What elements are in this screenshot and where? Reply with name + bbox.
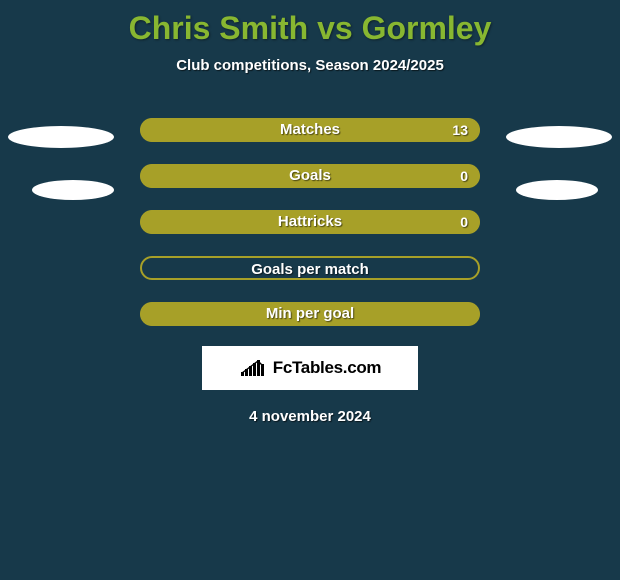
page-subtitle: Club competitions, Season 2024/2025 — [0, 57, 620, 74]
page-title: Chris Smith vs Gormley — [0, 0, 620, 47]
footer-date: 4 november 2024 — [0, 408, 620, 425]
stat-bar-label: Matches — [140, 118, 480, 142]
stat-bars: Matches13Goals0Hattricks0Goals per match… — [0, 118, 620, 326]
stat-bar-value: 13 — [452, 118, 468, 142]
stat-bar: Hattricks0 — [140, 210, 480, 234]
stat-bar-label: Goals — [140, 164, 480, 188]
decorative-ellipse — [506, 126, 612, 148]
comparison-infographic: Chris Smith vs Gormley Club competitions… — [0, 0, 620, 580]
stat-bar-label: Hattricks — [140, 210, 480, 234]
stat-bar-value: 0 — [460, 164, 468, 188]
bar-chart-icon — [239, 358, 267, 378]
stat-bar-value: 0 — [460, 210, 468, 234]
logo-text: FcTables.com — [273, 358, 382, 378]
stat-bar: Min per goal — [140, 302, 480, 326]
decorative-ellipse — [32, 180, 114, 200]
stat-bar-label: Goals per match — [142, 258, 478, 280]
decorative-ellipse — [8, 126, 114, 148]
fctables-logo: FcTables.com — [202, 346, 418, 390]
stat-bar: Goals0 — [140, 164, 480, 188]
stat-bar: Goals per match — [140, 256, 480, 280]
stat-bar-label: Min per goal — [140, 302, 480, 326]
stat-bar: Matches13 — [140, 118, 480, 142]
decorative-ellipse — [516, 180, 598, 200]
